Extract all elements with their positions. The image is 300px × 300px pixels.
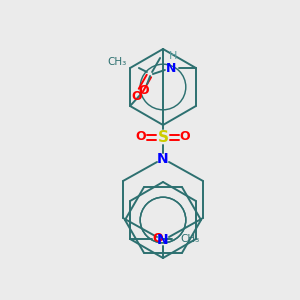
Text: O: O	[180, 130, 190, 143]
Text: O: O	[153, 232, 164, 245]
Text: N: N	[157, 233, 169, 247]
Text: N: N	[157, 152, 169, 166]
Text: CH₃: CH₃	[108, 57, 127, 67]
Text: N: N	[166, 61, 176, 74]
Text: CH₃: CH₃	[180, 234, 199, 244]
Text: O: O	[139, 83, 149, 97]
Text: H: H	[169, 51, 177, 61]
Text: O: O	[132, 89, 142, 103]
Text: S: S	[158, 130, 169, 145]
Text: O: O	[136, 130, 146, 143]
